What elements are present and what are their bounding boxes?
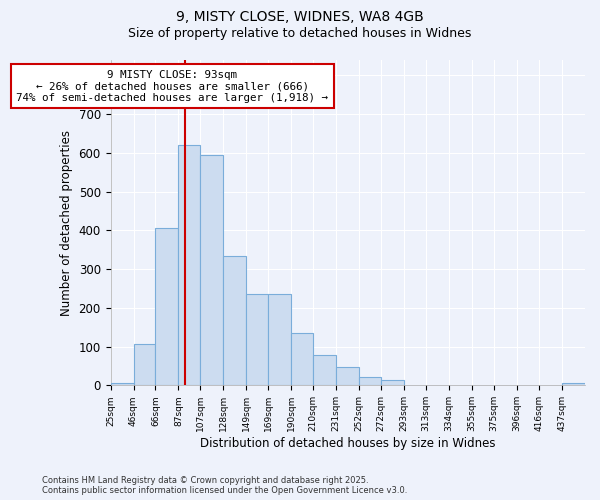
Bar [134, 344, 155, 386]
Bar [178, 145, 200, 386]
Bar [336, 367, 359, 386]
Bar [200, 155, 223, 386]
Bar [247, 294, 268, 386]
Bar [155, 228, 178, 386]
Bar [313, 355, 336, 386]
Y-axis label: Number of detached properties: Number of detached properties [60, 130, 73, 316]
Bar [268, 294, 292, 386]
Text: 9 MISTY CLOSE: 93sqm
← 26% of detached houses are smaller (666)
74% of semi-deta: 9 MISTY CLOSE: 93sqm ← 26% of detached h… [16, 70, 328, 103]
Bar [223, 256, 247, 386]
Bar [359, 377, 381, 386]
Bar [562, 382, 585, 386]
Bar [292, 333, 313, 386]
Bar [110, 384, 134, 386]
Bar [381, 380, 404, 386]
Text: 9, MISTY CLOSE, WIDNES, WA8 4GB: 9, MISTY CLOSE, WIDNES, WA8 4GB [176, 10, 424, 24]
Text: Size of property relative to detached houses in Widnes: Size of property relative to detached ho… [128, 28, 472, 40]
X-axis label: Distribution of detached houses by size in Widnes: Distribution of detached houses by size … [200, 437, 496, 450]
Text: Contains HM Land Registry data © Crown copyright and database right 2025.
Contai: Contains HM Land Registry data © Crown c… [42, 476, 407, 495]
